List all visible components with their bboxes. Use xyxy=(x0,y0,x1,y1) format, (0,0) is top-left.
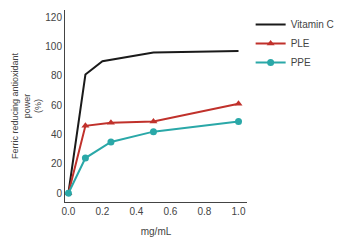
svg-text:PPE: PPE xyxy=(291,57,311,68)
svg-text:40: 40 xyxy=(51,129,63,140)
svg-text:0.6: 0.6 xyxy=(164,206,178,217)
svg-text:20: 20 xyxy=(51,158,63,169)
svg-text:PLE: PLE xyxy=(291,38,310,49)
svg-text:80: 80 xyxy=(51,70,63,81)
svg-text:Ferric reducing antioxidantpow: Ferric reducing antioxidantpower(%) xyxy=(10,52,43,159)
svg-text:60: 60 xyxy=(51,100,63,111)
svg-text:1.0: 1.0 xyxy=(232,206,246,217)
svg-text:100: 100 xyxy=(45,41,62,52)
svg-text:Vitamin C: Vitamin C xyxy=(291,19,334,30)
svg-text:0.4: 0.4 xyxy=(129,206,143,217)
svg-text:120: 120 xyxy=(45,12,62,23)
svg-text:0.2: 0.2 xyxy=(95,206,109,217)
svg-text:0.0: 0.0 xyxy=(61,206,75,217)
svg-text:mg/mL: mg/mL xyxy=(141,226,172,237)
svg-text:0.8: 0.8 xyxy=(198,206,212,217)
svg-text:0: 0 xyxy=(56,188,62,199)
